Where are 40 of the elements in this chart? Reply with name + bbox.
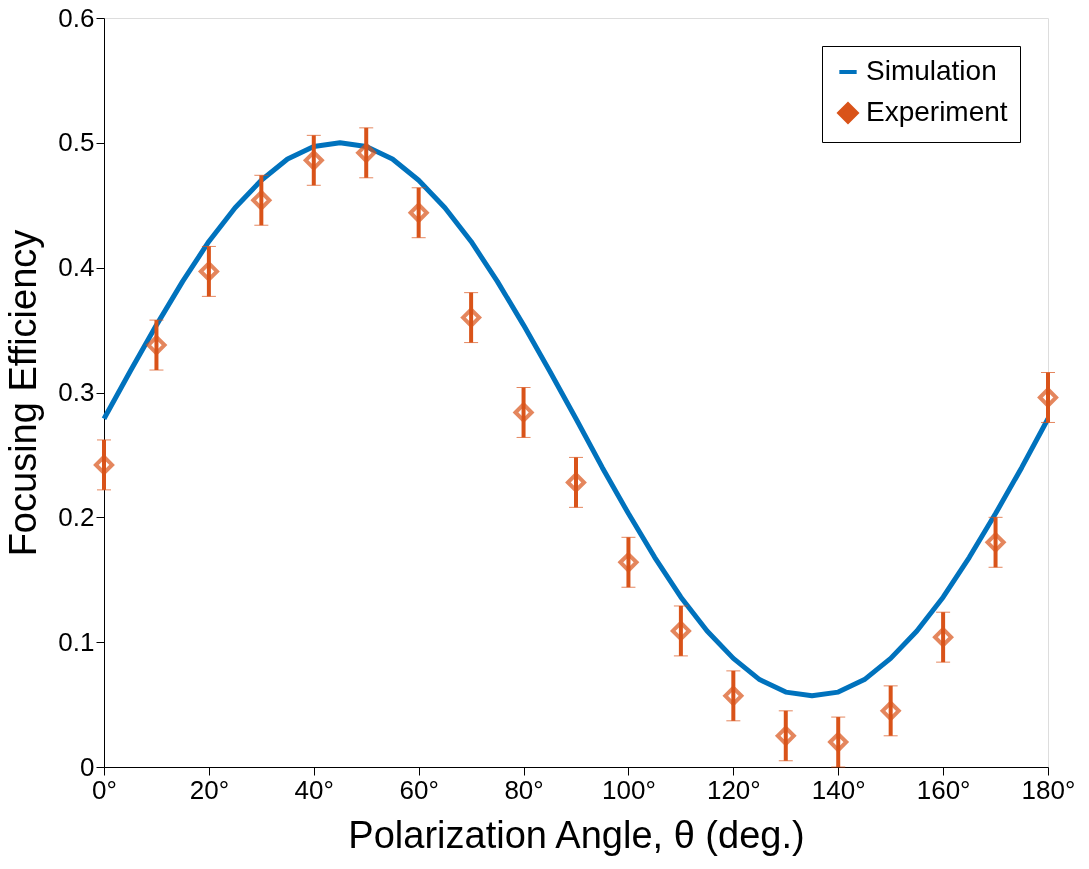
y-tick-label: 0.4	[58, 252, 95, 283]
point	[146, 335, 167, 356]
x-tick-label: 40°	[294, 774, 334, 805]
point	[618, 552, 639, 573]
legend-label: Experiment	[866, 96, 1008, 127]
x-tick-label: 120°	[706, 774, 761, 805]
x-tick-label: 0°	[92, 774, 117, 805]
y-tick-label: 0.5	[58, 127, 95, 158]
x-tick-label: 160°	[916, 774, 971, 805]
x-tick-label: 100°	[602, 774, 656, 805]
x-tick-label: 140°	[811, 774, 866, 805]
x-axis-title: Polarization Angle, θ (deg.)	[348, 813, 805, 856]
point	[251, 190, 272, 211]
x-tick-label: 180°	[1021, 774, 1076, 805]
point	[670, 620, 691, 641]
y-tick-label: 0.1	[58, 626, 95, 657]
y-tick-label: 0.2	[58, 501, 95, 532]
x-tick-label: 60°	[399, 774, 439, 805]
point	[565, 472, 587, 493]
point	[93, 454, 115, 475]
x-tick-label: 80°	[504, 774, 544, 805]
point	[408, 202, 429, 223]
point	[198, 261, 219, 282]
point	[723, 685, 744, 706]
legend-label: Simulation	[866, 55, 997, 86]
point	[880, 700, 901, 721]
point	[513, 402, 534, 423]
point	[461, 307, 482, 328]
y-axis-title: Focusing Efficiency	[2, 229, 45, 557]
y-tick-label: 0	[80, 751, 95, 782]
point	[356, 142, 377, 163]
x-tick-label: 20°	[189, 774, 230, 805]
y-tick-label: 0.6	[58, 2, 95, 33]
point	[828, 731, 849, 753]
point	[933, 627, 954, 648]
point	[775, 725, 796, 746]
y-tick-label: 0.3	[58, 377, 95, 407]
point	[303, 150, 324, 171]
point	[1037, 387, 1059, 408]
point	[985, 532, 1006, 553]
